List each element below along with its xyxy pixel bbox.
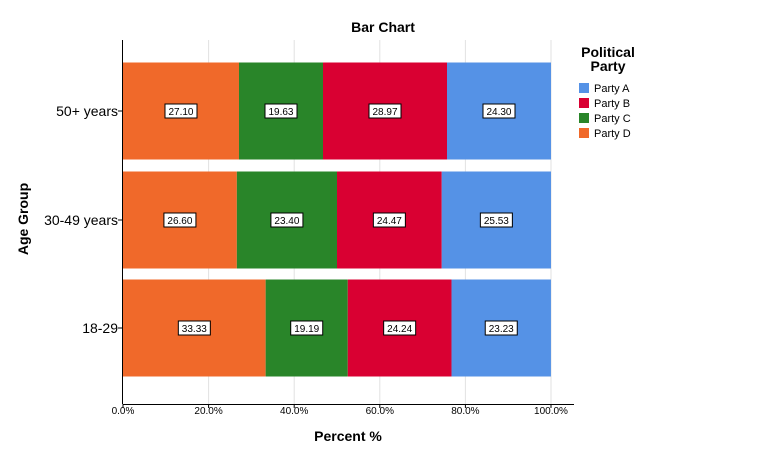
legend-title: Party — [590, 58, 625, 74]
bars: 27.10 19.63 28.97 24.30 26.60 23.40 24.47 25.53… — [123, 62, 551, 377]
data-label-box — [479, 212, 513, 228]
data-label: 19.63 — [268, 107, 293, 118]
data-label: 23.40 — [274, 216, 299, 227]
data-label: 33.33 — [182, 324, 207, 335]
data-label-box — [383, 320, 417, 336]
data-label: 26.60 — [167, 216, 192, 227]
data-label: 24.47 — [377, 216, 402, 227]
data-label: 24.24 — [387, 324, 412, 335]
legend-label: Party B — [594, 98, 630, 110]
data-label-box — [164, 103, 198, 119]
x-axis-title: Percent % — [314, 428, 382, 444]
data-label: 28.97 — [372, 107, 397, 118]
data-label-box — [290, 320, 324, 336]
legend-swatch — [579, 98, 589, 108]
data-label-box — [368, 103, 402, 119]
data-label-box — [372, 212, 406, 228]
x-tick-label: 100.0% — [534, 406, 568, 417]
data-label-box — [484, 320, 518, 336]
category-label: 30-49 years — [44, 212, 118, 228]
data-label: 23.23 — [489, 324, 514, 335]
y-axis-title: Age Group — [15, 183, 31, 255]
chart-title: Bar Chart — [351, 19, 415, 35]
data-label-box — [482, 103, 516, 119]
data-label-box — [270, 212, 304, 228]
data-label: 19.19 — [294, 324, 319, 335]
data-label: 27.10 — [168, 107, 193, 118]
data-label: 25.53 — [484, 216, 509, 227]
axes: 0.0% 20.0% 40.0% 60.0% 80.0% 100.0% 50+ years 3… — [44, 40, 574, 417]
x-tick-label: 0.0% — [112, 406, 135, 417]
data-label-box — [177, 320, 211, 336]
x-tick-label: 20.0% — [194, 406, 222, 417]
legend-label: Party D — [594, 128, 631, 140]
data-label-box — [264, 103, 298, 119]
data-label-box — [163, 212, 197, 228]
legend-swatch — [579, 83, 589, 93]
legend-label: Party A — [594, 83, 630, 95]
category-label: 18-29 — [82, 320, 118, 336]
legend-swatch — [579, 128, 589, 138]
x-tick-label: 40.0% — [280, 406, 308, 417]
x-tick-label: 80.0% — [451, 406, 479, 417]
legend-label: Party C — [594, 113, 631, 125]
legend-swatch — [579, 113, 589, 123]
x-tick-label: 60.0% — [366, 406, 394, 417]
data-label: 24.30 — [486, 107, 511, 118]
category-label: 50+ years — [56, 103, 118, 119]
legend-title: Political — [581, 44, 635, 60]
